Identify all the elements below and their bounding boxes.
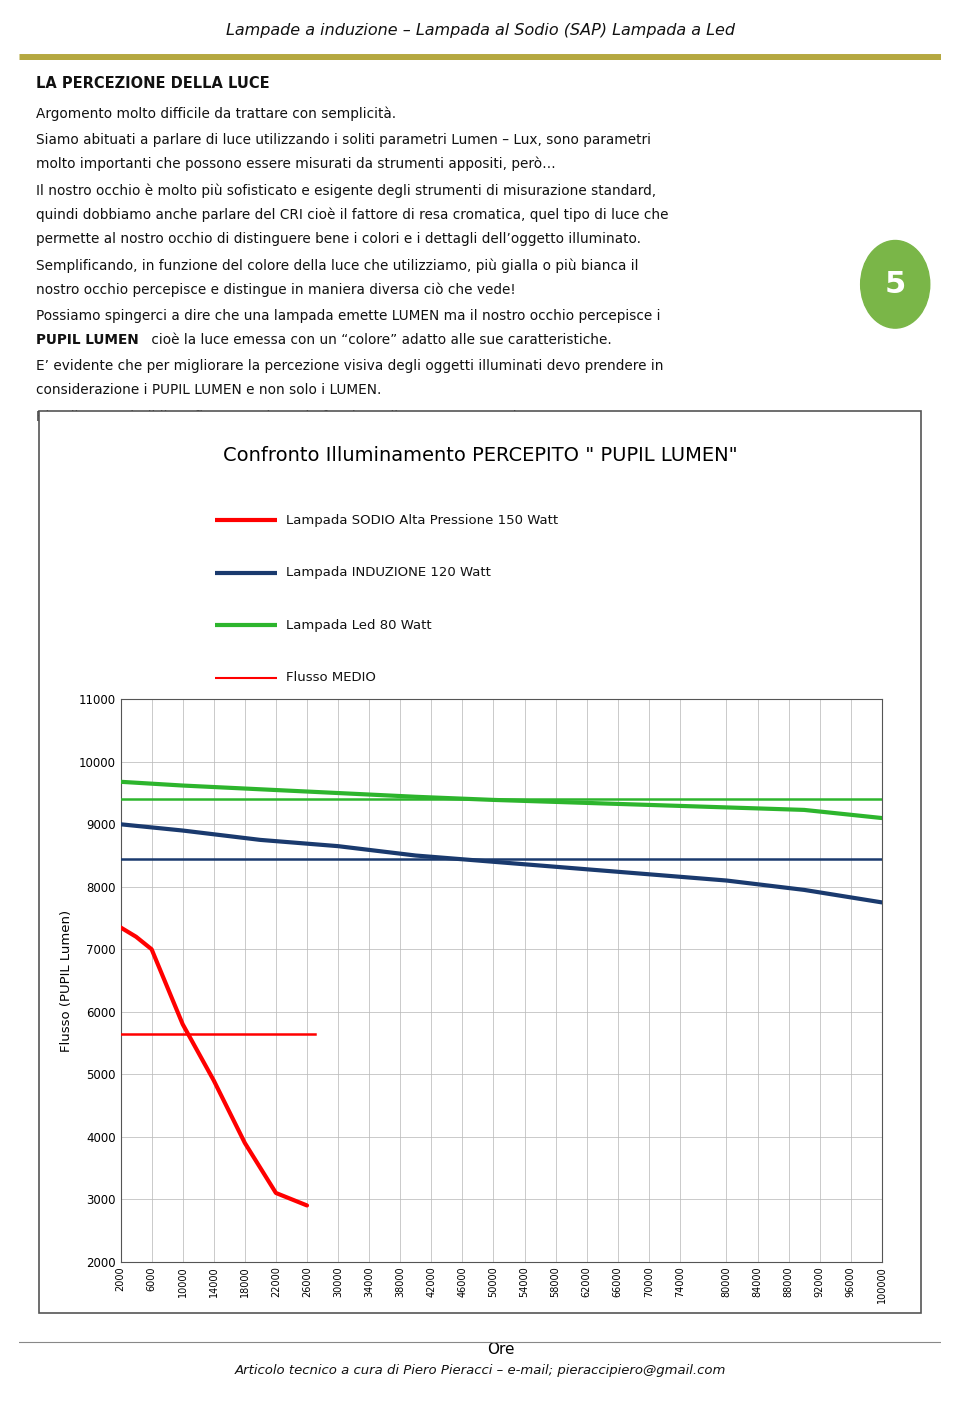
Text: permette al nostro occhio di distinguere bene i colori e i dettagli dell’oggetto: permette al nostro occhio di distinguere… [36,232,641,246]
Text: Rivediamo quindi il grafico precedente in funzione di questo nuovo e importante : Rivediamo quindi il grafico precedente i… [36,410,670,424]
Y-axis label: Flusso (PUPIL Lumen): Flusso (PUPIL Lumen) [60,910,73,1052]
Text: Flusso MEDIO: Flusso MEDIO [286,671,375,684]
Text: Il nostro occhio è molto più sofisticato e esigente degli strumenti di misurazio: Il nostro occhio è molto più sofisticato… [36,184,657,198]
Text: Flusso MEDIO: Flusso MEDIO [286,723,375,737]
Text: quindi dobbiamo anche parlare del CRI cioè il fattore di resa cromatica, quel ti: quindi dobbiamo anche parlare del CRI ci… [36,208,669,222]
Text: Possiamo spingerci a dire che una lampada emette LUMEN ma il nostro occhio perce: Possiamo spingerci a dire che una lampad… [36,309,661,323]
Text: Lampada INDUZIONE 120 Watt: Lampada INDUZIONE 120 Watt [286,566,491,580]
FancyBboxPatch shape [39,411,921,1313]
X-axis label: Ore: Ore [488,1342,515,1358]
Text: Semplificando, in funzione del colore della luce che utilizziamo, più gialla o p: Semplificando, in funzione del colore de… [36,258,639,272]
Text: Lampada Led 80 Watt: Lampada Led 80 Watt [286,619,431,632]
Text: Lampade a induzione – Lampada al Sodio (SAP) Lampada a Led: Lampade a induzione – Lampada al Sodio (… [226,24,734,38]
Text: Flusso MEDIO: Flusso MEDIO [286,776,375,789]
Text: PUPIL LUMEN: PUPIL LUMEN [36,333,139,347]
Text: LA PERCEZIONE DELLA LUCE: LA PERCEZIONE DELLA LUCE [36,76,270,91]
Text: Articolo tecnico a cura di Piero Pieracci – e-mail; pieraccipiero@gmail.com: Articolo tecnico a cura di Piero Pieracc… [234,1363,726,1377]
Text: molto importanti che possono essere misurati da strumenti appositi, però…: molto importanti che possono essere misu… [36,157,556,171]
Circle shape [861,240,929,329]
Text: Confronto Illuminamento PERCEPITO " PUPIL LUMEN": Confronto Illuminamento PERCEPITO " PUPI… [223,446,737,465]
Text: Argomento molto difficile da trattare con semplicità.: Argomento molto difficile da trattare co… [36,107,396,121]
Text: nostro occhio percepisce e distingue in maniera diversa ciò che vede!: nostro occhio percepisce e distingue in … [36,282,516,296]
Text: Siamo abituati a parlare di luce utilizzando i soliti parametri Lumen – Lux, son: Siamo abituati a parlare di luce utilizz… [36,133,652,147]
Text: E’ evidente che per migliorare la percezione visiva degli oggetti illuminati dev: E’ evidente che per migliorare la percez… [36,359,664,373]
Text: Lampada SODIO Alta Pressione 150 Watt: Lampada SODIO Alta Pressione 150 Watt [286,514,558,526]
Text: cioè la luce emessa con un “colore” adatto alle sue caratteristiche.: cioè la luce emessa con un “colore” adat… [147,333,612,347]
Text: 5: 5 [884,270,906,299]
Text: considerazione i PUPIL LUMEN e non solo i LUMEN.: considerazione i PUPIL LUMEN e non solo … [36,383,382,397]
